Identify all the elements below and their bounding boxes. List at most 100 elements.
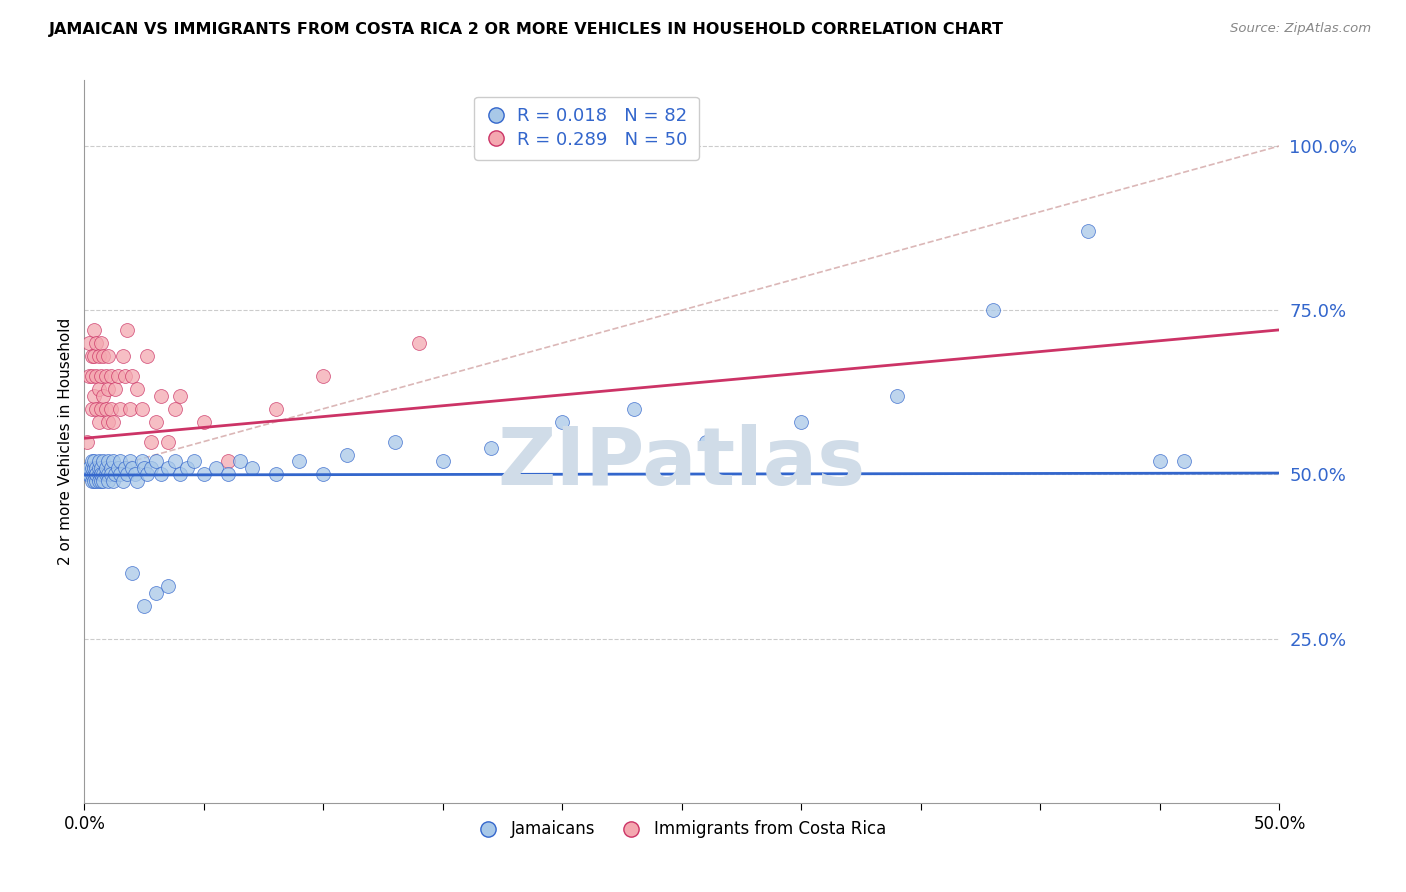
- Point: [312, 368, 335, 383]
- Point: [86, 467, 108, 482]
- Point: [312, 467, 335, 482]
- Point: [86, 460, 108, 475]
- Point: [117, 467, 139, 482]
- Point: [981, 303, 1004, 318]
- Point: [336, 448, 359, 462]
- Point: [93, 388, 115, 402]
- Point: [83, 323, 105, 337]
- Point: [77, 460, 100, 475]
- Point: [101, 474, 124, 488]
- Point: [87, 474, 110, 488]
- Legend: Jamaicans, Immigrants from Costa Rica: Jamaicans, Immigrants from Costa Rica: [471, 814, 893, 845]
- Point: [432, 454, 454, 468]
- Point: [97, 415, 120, 429]
- Point: [110, 467, 132, 482]
- Point: [110, 454, 132, 468]
- Point: [80, 401, 103, 416]
- Point: [83, 454, 105, 468]
- Text: Source: ZipAtlas.com: Source: ZipAtlas.com: [1230, 22, 1371, 36]
- Point: [551, 415, 574, 429]
- Point: [101, 454, 124, 468]
- Point: [86, 467, 108, 482]
- Point: [80, 474, 103, 488]
- Point: [90, 474, 112, 488]
- Point: [87, 467, 110, 482]
- Point: [93, 454, 115, 468]
- Point: [80, 460, 103, 475]
- Point: [384, 434, 406, 449]
- Y-axis label: 2 or more Vehicles in Household: 2 or more Vehicles in Household: [58, 318, 73, 566]
- Point: [83, 474, 105, 488]
- Point: [695, 434, 717, 449]
- Point: [118, 401, 141, 416]
- Point: [97, 349, 120, 363]
- Point: [623, 401, 645, 416]
- Point: [193, 415, 215, 429]
- Point: [86, 336, 108, 351]
- Text: ZIPatlas: ZIPatlas: [498, 425, 866, 502]
- Point: [77, 368, 100, 383]
- Point: [111, 349, 134, 363]
- Point: [97, 382, 120, 396]
- Point: [80, 467, 103, 482]
- Point: [86, 474, 108, 488]
- Point: [121, 460, 143, 475]
- Point: [90, 467, 112, 482]
- Point: [141, 460, 163, 475]
- Point: [132, 599, 156, 613]
- Point: [114, 460, 136, 475]
- Point: [125, 474, 148, 488]
- Point: [125, 382, 148, 396]
- Point: [145, 454, 167, 468]
- Point: [121, 566, 143, 580]
- Point: [97, 474, 120, 488]
- Point: [77, 336, 100, 351]
- Point: [94, 401, 117, 416]
- Point: [479, 441, 502, 455]
- Point: [886, 388, 908, 402]
- Point: [90, 336, 112, 351]
- Point: [87, 454, 110, 468]
- Point: [86, 401, 108, 416]
- Point: [80, 349, 103, 363]
- Point: [83, 460, 105, 475]
- Point: [94, 467, 117, 482]
- Point: [131, 401, 153, 416]
- Point: [90, 368, 112, 383]
- Point: [229, 454, 252, 468]
- Point: [114, 368, 136, 383]
- Point: [97, 467, 120, 482]
- Point: [80, 368, 103, 383]
- Point: [90, 401, 112, 416]
- Point: [176, 460, 198, 475]
- Point: [240, 460, 263, 475]
- Point: [1173, 454, 1195, 468]
- Point: [93, 474, 115, 488]
- Point: [90, 467, 112, 482]
- Point: [288, 454, 311, 468]
- Point: [1077, 224, 1099, 238]
- Point: [80, 454, 103, 468]
- Point: [107, 368, 129, 383]
- Point: [169, 467, 191, 482]
- Point: [193, 467, 215, 482]
- Point: [124, 467, 146, 482]
- Point: [135, 467, 157, 482]
- Point: [104, 467, 127, 482]
- Point: [100, 460, 122, 475]
- Point: [77, 467, 100, 482]
- Point: [157, 460, 180, 475]
- Point: [165, 401, 187, 416]
- Point: [790, 415, 813, 429]
- Point: [111, 474, 134, 488]
- Point: [149, 388, 172, 402]
- Point: [157, 434, 180, 449]
- Point: [118, 454, 141, 468]
- Point: [87, 349, 110, 363]
- Point: [135, 349, 157, 363]
- Point: [93, 349, 115, 363]
- Point: [145, 415, 167, 429]
- Point: [94, 460, 117, 475]
- Point: [110, 401, 132, 416]
- Point: [104, 382, 127, 396]
